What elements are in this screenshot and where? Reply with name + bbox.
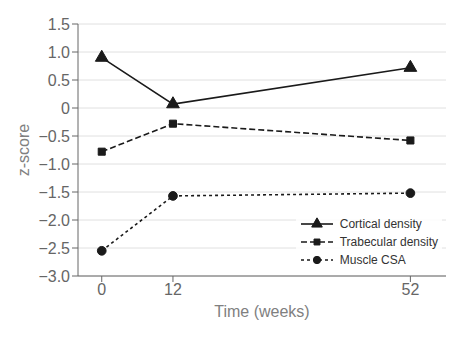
svg-text:Time (weeks): Time (weeks) [214, 303, 309, 320]
svg-text:0: 0 [61, 100, 70, 117]
svg-text:−2.0: −2.0 [38, 212, 70, 229]
svg-text:z-score: z-score [15, 124, 32, 177]
svg-text:1.5: 1.5 [48, 16, 70, 33]
html-text:Muscle CSA: Muscle CSA [339, 253, 406, 267]
svg-text:52: 52 [401, 281, 419, 298]
svg-text:0: 0 [97, 281, 106, 298]
svg-text:12: 12 [164, 281, 182, 298]
html-text:Cortical density: Cortical density [339, 217, 422, 231]
svg-text:−0.5: −0.5 [38, 128, 70, 145]
svg-text:−2.5: −2.5 [38, 240, 70, 257]
svg-text:0.5: 0.5 [48, 72, 70, 89]
svg-text:−1.5: −1.5 [38, 184, 70, 201]
html-text:Trabecular density: Trabecular density [339, 235, 438, 249]
svg-text:−1.0: −1.0 [38, 156, 70, 173]
svg-text:1.0: 1.0 [48, 44, 70, 61]
svg-text:−3.0: −3.0 [38, 268, 70, 285]
